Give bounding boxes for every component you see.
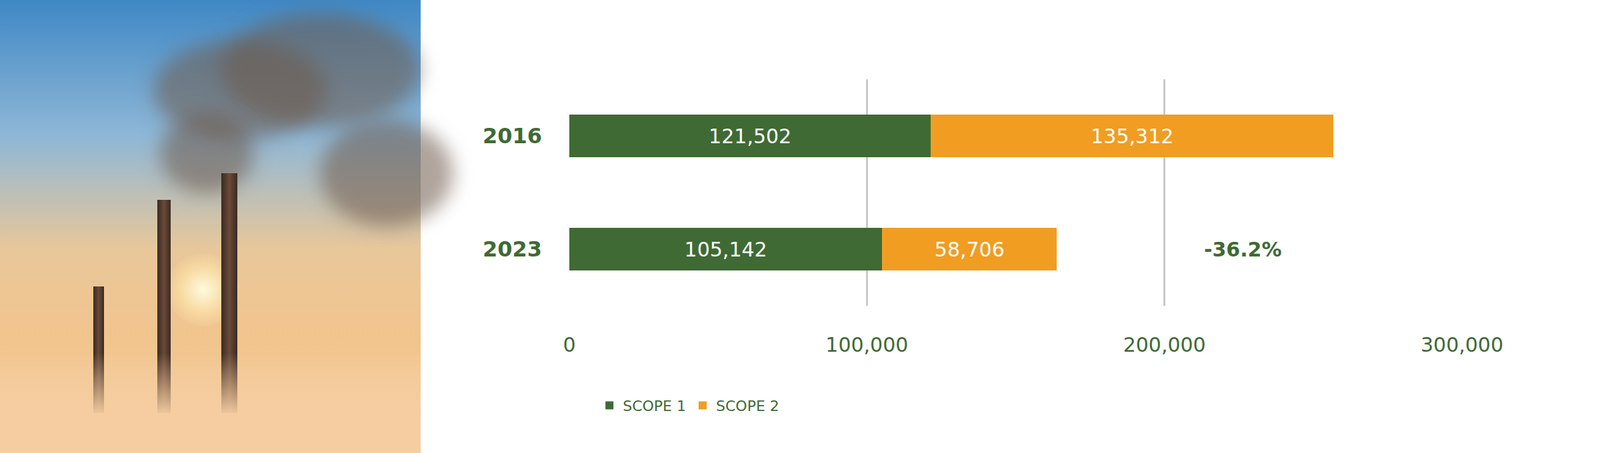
svg-text:58,706: 58,706 (934, 238, 1005, 262)
svg-text:300,000: 300,000 (1420, 333, 1504, 357)
svg-text:2023: 2023 (482, 236, 542, 262)
svg-text:2016: 2016 (482, 123, 542, 149)
svg-text:SCOPE 1: SCOPE 1 (622, 398, 686, 415)
svg-text:105,142: 105,142 (684, 238, 768, 262)
svg-text:121,502: 121,502 (708, 124, 792, 148)
svg-text:SCOPE 2: SCOPE 2 (716, 398, 780, 415)
svg-text:-36.2%: -36.2% (1204, 238, 1282, 262)
svg-text:200,000: 200,000 (1123, 333, 1206, 357)
svg-text:100,000: 100,000 (825, 333, 908, 357)
svg-text:0: 0 (562, 333, 576, 357)
svg-text:135,312: 135,312 (1090, 124, 1174, 148)
